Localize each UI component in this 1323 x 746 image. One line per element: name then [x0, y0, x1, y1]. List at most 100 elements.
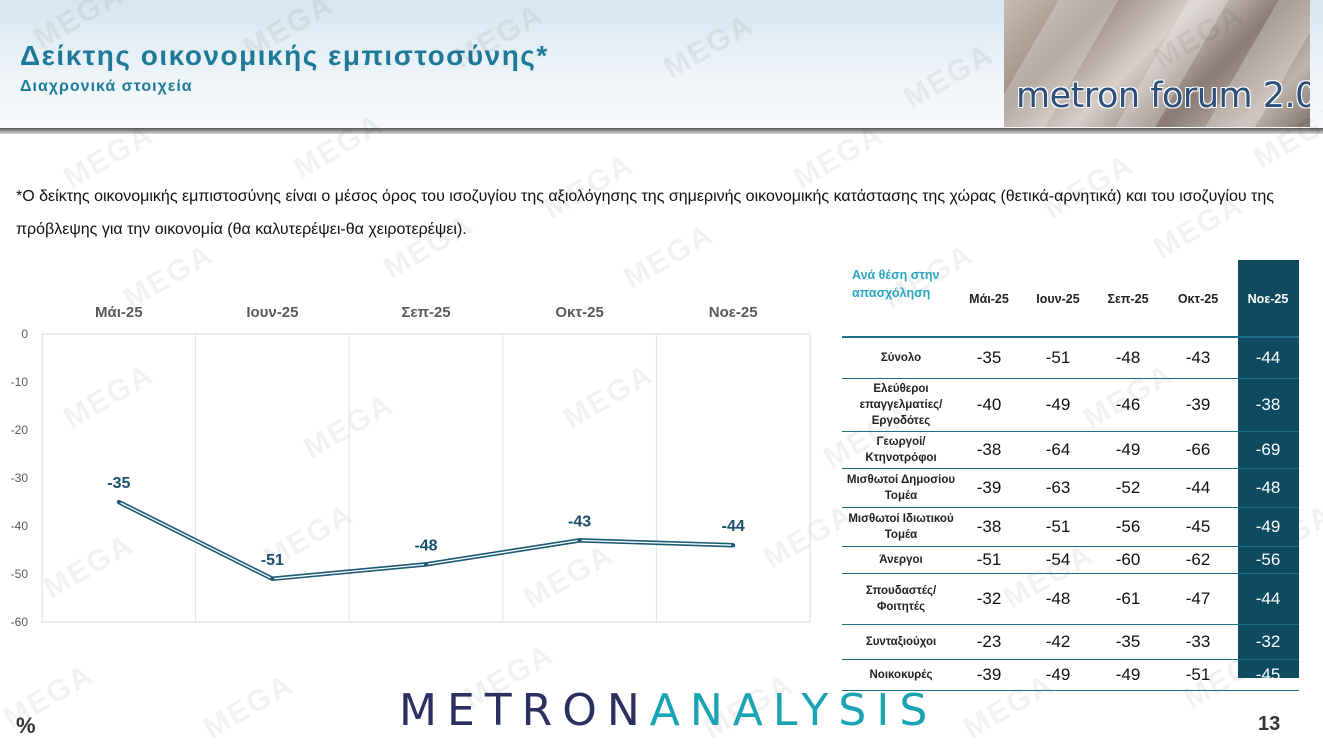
data-point — [577, 538, 582, 543]
data-point — [731, 543, 736, 548]
data-label: -43 — [568, 513, 591, 530]
forum-logo-text: metron forum 2.0 — [1016, 76, 1310, 116]
watermark-text: MEGA — [198, 667, 300, 746]
percent-label: % — [16, 713, 36, 738]
table-cell: -56 — [1115, 517, 1141, 536]
table-cell: -56 — [1255, 550, 1281, 569]
table-col-header: Ιουν-25 — [1036, 292, 1080, 306]
x-tick-label: Νοε-25 — [709, 304, 758, 321]
table-row: Σπουδαστές/ Φοιτητές -32 -48 -61 -47 -44 — [842, 574, 1299, 625]
table-row-label: Σπουδαστές/ Φοιτητές — [865, 585, 937, 613]
table-cell: -32 — [1255, 632, 1281, 651]
table-body: Σύνολο -35 -51 -48 -43 -44 Ελεύθεροι επαγγελμα… — [842, 338, 1299, 691]
table-col-header: Νοε-25 — [1247, 292, 1289, 306]
table-cell: -32 — [976, 589, 1002, 608]
highlight-column — [1238, 260, 1299, 678]
table-row-label: Νοικοκυρές — [869, 669, 933, 681]
table-cell: -38 — [1255, 395, 1281, 414]
table-cell: -51 — [1045, 348, 1071, 367]
y-tick-label: -40 — [11, 519, 29, 533]
data-point — [424, 562, 428, 567]
table-cell: -39 — [976, 665, 1002, 684]
table-row: Γεωργοί/ Κτηνοτρόφοι -38 -64 -49 -66 -69 — [842, 432, 1299, 469]
table-cell: -49 — [1045, 395, 1071, 414]
table-row: Σύνολο -35 -51 -48 -43 -44 — [842, 338, 1299, 379]
x-tick-label: Ιουν-25 — [246, 304, 298, 321]
table-col-header: Σεπ-25 — [1107, 292, 1149, 306]
data-label: -44 — [722, 518, 745, 535]
table-cell: -44 — [1255, 589, 1281, 608]
table-cell: -54 — [1045, 550, 1071, 569]
table-col-header: Οκτ-25 — [1177, 292, 1219, 306]
table-cell: -39 — [976, 478, 1002, 497]
table-cell: -63 — [1045, 478, 1071, 497]
watermark-text: MEGA — [0, 657, 100, 736]
table-cell: -49 — [1255, 517, 1281, 536]
table-cell: -48 — [1115, 348, 1141, 367]
x-tick-label: Οκτ-25 — [555, 304, 603, 321]
table-row-label: Γεωργοί/ Κτηνοτρόφοι — [865, 436, 937, 464]
plot-area — [41, 333, 811, 623]
table-cell: -45 — [1255, 665, 1281, 684]
table-row: Μισθωτοί Ιδιωτικού Τομέα -38 -51 -56 -45 -49 — [842, 508, 1299, 547]
table-row: Άνεργοι -51 -54 -60 -62 -56 — [842, 547, 1299, 574]
page-title: Δείκτης οικονομικής εμπιστοσύνης* — [20, 40, 549, 71]
table-row-label: Σύνολο — [880, 352, 922, 364]
table-cell: -66 — [1185, 440, 1211, 459]
table-cell: -51 — [976, 550, 1002, 569]
y-tick-label: -20 — [11, 423, 29, 437]
metron-forum-logo: metron forum 2.0 — [1004, 0, 1310, 127]
occupation-table: Ανά θέση στην απασχόληση Μάι-25 Ιουν-25 … — [842, 260, 1299, 691]
logo-word-metron: METRON — [399, 685, 650, 736]
footnote-text: *Ο δείκτης οικονομικής εμπιστοσύνης είνα… — [16, 188, 1274, 238]
x-tick-label: Σεπ-25 — [401, 304, 450, 321]
table-row-label: Άνεργοι — [879, 554, 923, 566]
table-cell: -44 — [1255, 348, 1281, 367]
table-row-label: Ελεύθεροι επαγγελματίες/ Εργοδότες — [859, 383, 943, 427]
table-cell: -52 — [1115, 478, 1141, 497]
table-cell: -35 — [1115, 632, 1141, 651]
data-point — [270, 576, 275, 581]
table-row-label: Συνταξιούχοι — [865, 636, 937, 648]
table-cell: -60 — [1115, 550, 1141, 569]
table-cell: -48 — [1045, 589, 1071, 608]
table-cell: -40 — [976, 395, 1002, 414]
table-cell: -42 — [1045, 632, 1071, 651]
table-row: Συνταξιούχοι -23 -42 -35 -33 -32 — [842, 625, 1299, 660]
table-row: Νοικοκυρές -39 -49 -49 -51 -45 — [842, 660, 1299, 691]
table-cell: -38 — [976, 440, 1002, 459]
table-cell: -39 — [1185, 395, 1211, 414]
table-cell: -23 — [976, 632, 1002, 651]
table-cell: -33 — [1185, 632, 1211, 651]
table-cell: -51 — [1045, 517, 1071, 536]
data-label: -48 — [414, 537, 437, 554]
y-tick-label: -60 — [11, 615, 29, 629]
table-cell: -69 — [1255, 440, 1281, 459]
table-cell: -44 — [1185, 478, 1211, 497]
page-subtitle: Διαχρονικά στοιχεία — [20, 78, 193, 95]
table-col-header: Μάι-25 — [969, 292, 1009, 306]
y-tick-label: -10 — [11, 375, 29, 389]
table-cell: -38 — [976, 517, 1002, 536]
table-header: Ανά θέση στην απασχόληση Μάι-25 Ιουν-25 … — [842, 260, 1299, 338]
table-cell: -35 — [976, 348, 1002, 367]
table-cell: -49 — [1045, 665, 1071, 684]
table-row: Ελεύθεροι επαγγελματίες/ Εργοδότες -40 -49… — [842, 379, 1299, 432]
table-cell: -45 — [1185, 517, 1211, 536]
table-cell: -64 — [1045, 440, 1071, 459]
x-tick-label: Μάι-25 — [95, 304, 143, 321]
y-tick-label: -50 — [11, 567, 29, 581]
data-point — [116, 500, 121, 504]
data-label: -35 — [107, 475, 130, 492]
table-row-label: Μισθωτοί Ιδιωτικού Τομέα — [848, 513, 954, 541]
table-cell: -61 — [1115, 589, 1141, 608]
table-cell: -62 — [1185, 550, 1211, 569]
data-label: -51 — [261, 552, 284, 569]
table-cell: -47 — [1185, 589, 1211, 608]
logo-word-analysis: ANALYSIS — [649, 685, 938, 736]
table-cell: -51 — [1185, 665, 1211, 684]
table-cell: -49 — [1115, 665, 1141, 684]
table-cell: -48 — [1255, 478, 1281, 497]
table-cell: -43 — [1185, 348, 1211, 367]
y-tick-label: -30 — [11, 471, 29, 485]
